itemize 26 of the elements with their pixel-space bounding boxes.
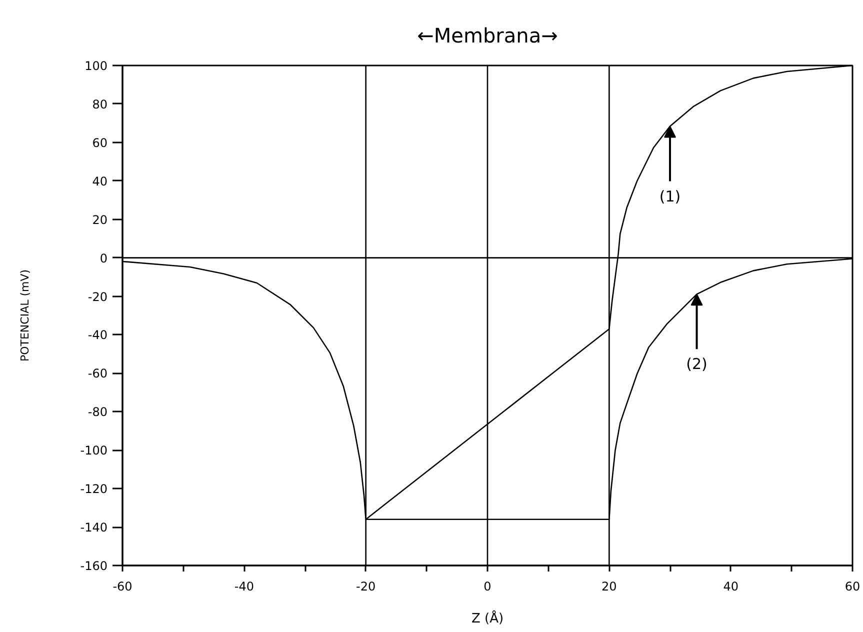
x-tick-label: 40 [723,580,738,594]
y-tick-label: -160 [80,559,108,573]
annotation: (1) [659,187,681,206]
x-tick-label: 0 [484,580,492,594]
y-tick-label: -40 [88,328,108,342]
x-tick-label: -60 [112,580,132,594]
y-tick-label: 100 [84,59,108,73]
chart-title: ←Membrana→ [417,24,558,48]
y-tick-label: -100 [80,444,108,458]
y-tick-label: -60 [88,366,108,381]
x-tick-label: 60 [844,580,860,594]
x-tick-label: 20 [602,580,617,594]
y-tick-label: -120 [80,482,108,496]
x-tick-label: -20 [356,580,376,594]
annotation: (2) [686,355,708,374]
y-tick-label: 60 [92,136,108,150]
y-tick-label: -20 [88,290,108,304]
y-tick-label: 20 [92,212,108,227]
x-tick-label: -40 [234,580,254,594]
y-tick-label: 80 [92,97,108,112]
y-axis-title: POTENCIAL (mV) [18,269,32,362]
y-tick-label: 40 [92,174,108,188]
x-axis-title: Z (Å) [471,610,504,626]
y-tick-label: 0 [100,251,108,266]
y-tick-label: -80 [88,405,108,420]
y-tick-label: -140 [80,520,108,535]
